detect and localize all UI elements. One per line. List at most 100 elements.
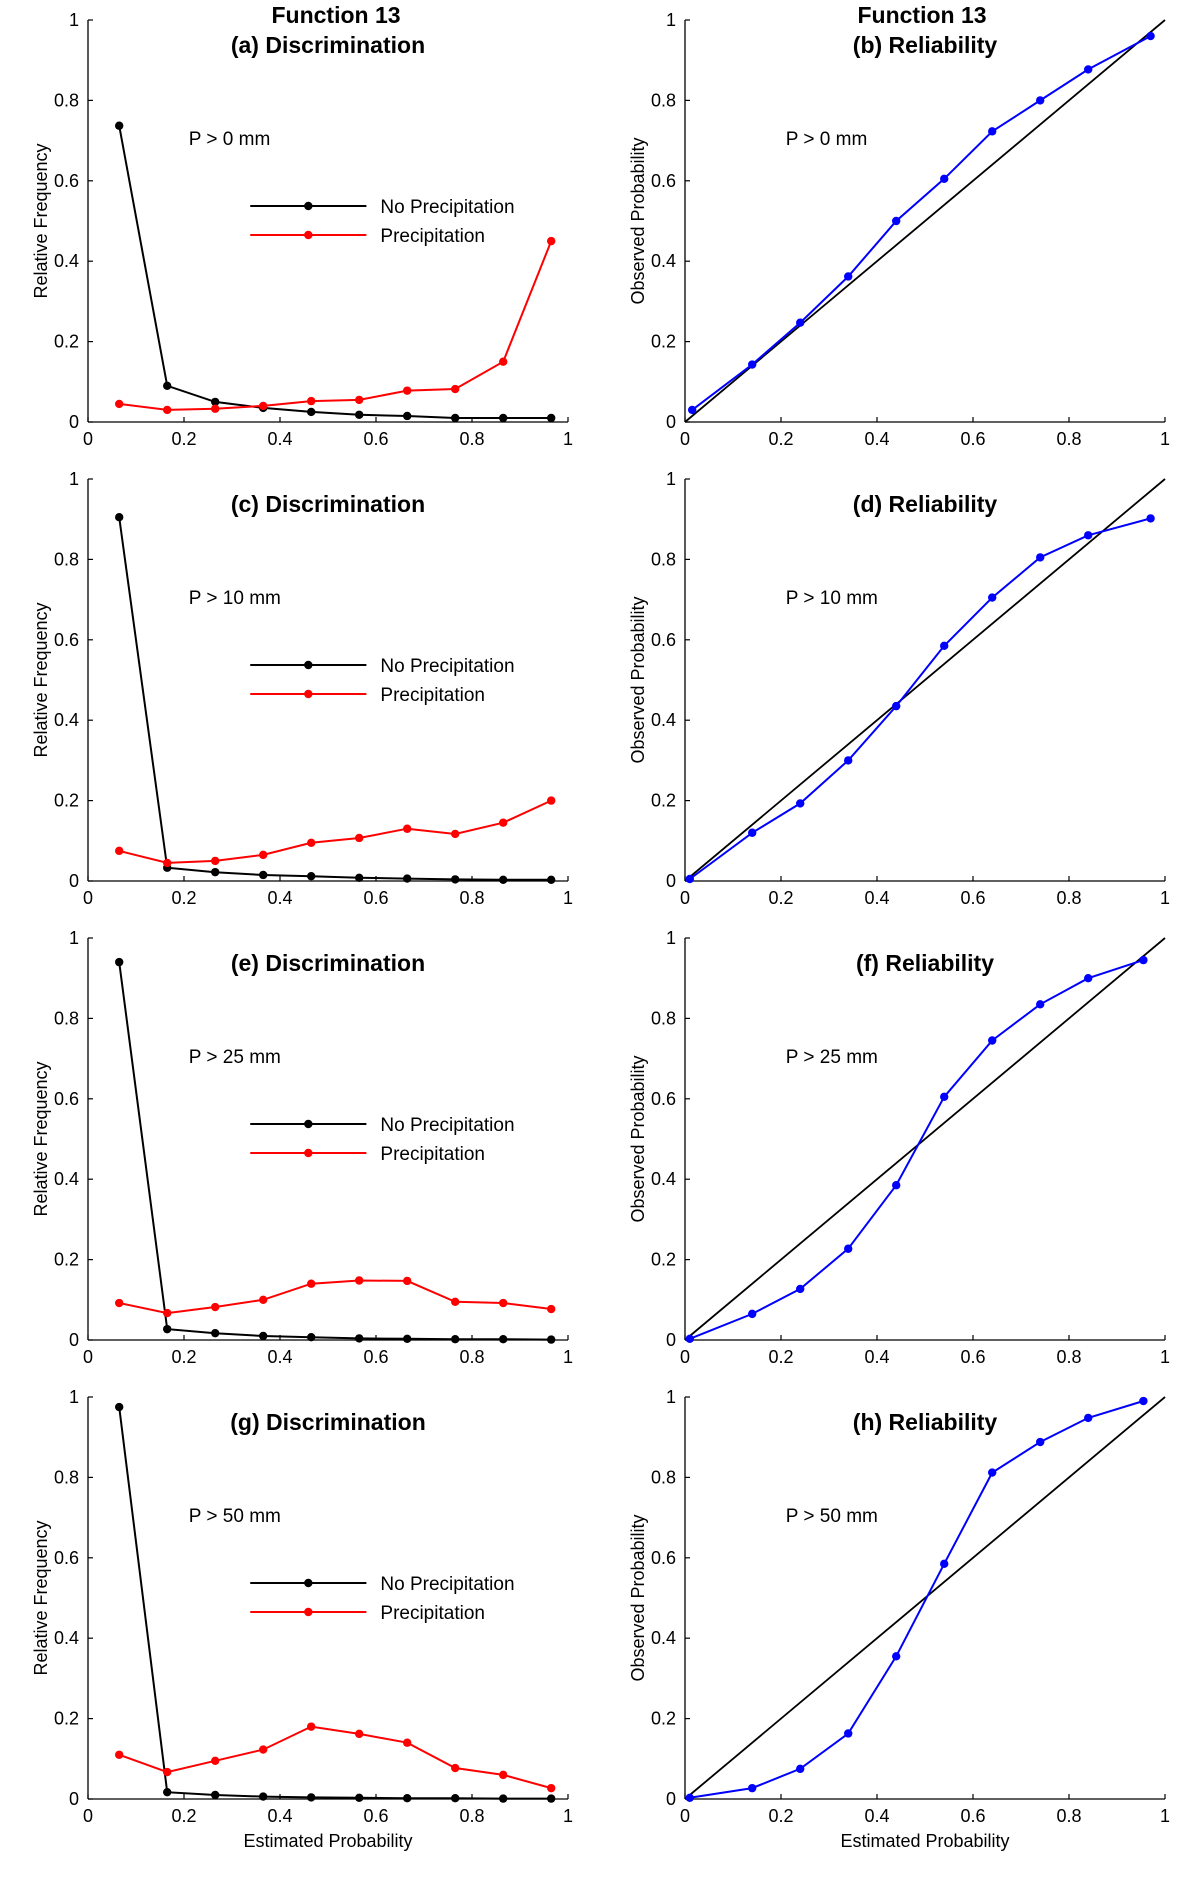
x-tick-label: 0.2	[768, 429, 793, 449]
data-point	[163, 1767, 172, 1777]
data-point	[748, 360, 757, 369]
panel-title: (e) Discrimination	[231, 950, 425, 976]
data-point	[355, 833, 364, 843]
x-tick-label: 0	[83, 888, 93, 908]
threshold-label: P > 0 mm	[189, 129, 270, 150]
data-point	[115, 121, 124, 130]
data-point	[748, 828, 757, 837]
y-tick-label: 0.6	[651, 171, 676, 191]
data-point	[403, 1276, 412, 1286]
perfect-reliability-line	[684, 478, 1166, 882]
data-point	[355, 395, 364, 405]
x-tick-label: 1	[563, 888, 573, 908]
y-axis-label: Observed Probability	[628, 1055, 648, 1222]
data-point	[940, 1559, 949, 1569]
data-point	[547, 413, 556, 423]
data-point	[451, 1763, 460, 1773]
y-tick-label: 0	[666, 1330, 676, 1350]
data-point	[307, 1279, 316, 1288]
data-point	[499, 1298, 508, 1308]
data-point	[115, 1402, 124, 1412]
y-tick-label: 0.6	[54, 630, 79, 650]
x-tick-label: 0.4	[864, 429, 889, 449]
x-tick-label: 0.6	[960, 429, 985, 449]
data-point	[1084, 974, 1093, 983]
data-point	[499, 1770, 508, 1780]
x-tick-label: 0.8	[1056, 888, 1081, 908]
legend-marker	[304, 230, 313, 240]
data-point	[685, 1793, 694, 1802]
x-tick-label: 0.4	[267, 888, 292, 908]
panel-title: (a) Discrimination	[231, 32, 425, 58]
y-tick-label: 0.2	[651, 332, 676, 352]
legend-label: Precipitation	[380, 1144, 485, 1165]
x-tick-label: 0.8	[459, 888, 484, 908]
data-point	[115, 846, 124, 856]
data-point	[403, 824, 412, 833]
x-tick-label: 0.8	[459, 1347, 484, 1367]
y-tick-label: 1	[69, 928, 79, 948]
x-tick-label: 1	[1160, 888, 1170, 908]
data-point	[1084, 1413, 1093, 1423]
x-tick-label: 0.6	[363, 1806, 388, 1826]
data-point	[892, 1181, 901, 1190]
data-point	[988, 127, 997, 136]
x-tick-label: 0.6	[363, 888, 388, 908]
y-tick-label: 0.4	[651, 251, 676, 271]
x-tick-label: 0.4	[267, 1806, 292, 1826]
data-point	[547, 796, 556, 805]
data-point	[403, 411, 412, 421]
data-point	[403, 1738, 412, 1747]
panel-title: (f) Reliability	[856, 950, 994, 976]
x-tick-label: 1	[1160, 1806, 1170, 1826]
y-tick-label: 0.2	[54, 1250, 79, 1270]
legend-label: Precipitation	[380, 685, 485, 706]
data-point	[1036, 1437, 1045, 1447]
data-point	[547, 1304, 556, 1314]
data-point	[892, 1652, 901, 1661]
x-tick-label: 0.8	[1056, 1347, 1081, 1367]
y-tick-label: 0.2	[651, 1250, 676, 1270]
data-point	[211, 397, 220, 407]
data-point	[796, 318, 805, 327]
data-point	[259, 1745, 268, 1754]
y-axis-label: Observed Probability	[628, 137, 648, 304]
data-point	[796, 1764, 805, 1774]
threshold-label: P > 10 mm	[786, 588, 878, 609]
data-point	[451, 1793, 460, 1803]
legend-marker	[304, 1119, 313, 1129]
x-tick-label: 0	[83, 429, 93, 449]
y-tick-label: 1	[666, 469, 676, 489]
y-tick-label: 0	[69, 1789, 79, 1809]
panel-2: 0 0.2 0.4 0.6 0.8 1 0 0.2 0.4 0.6 0.8 1 (b) Reliabil…	[628, 10, 1170, 449]
x-tick-label: 0.8	[459, 1806, 484, 1826]
x-tick-label: 0.6	[960, 1347, 985, 1367]
y-tick-label: 0.4	[54, 251, 79, 271]
data-point	[259, 1792, 268, 1801]
x-tick-label: 0.2	[171, 1806, 196, 1826]
data-point	[211, 856, 220, 866]
y-tick-label: 0.6	[651, 630, 676, 650]
threshold-label: P > 50 mm	[189, 1506, 281, 1527]
series-line	[118, 517, 552, 881]
data-point	[547, 236, 556, 246]
data-point	[115, 512, 124, 522]
x-tick-label: 0.2	[171, 1347, 196, 1367]
data-point	[163, 1308, 172, 1318]
y-tick-label: 0.2	[651, 791, 676, 811]
legend-label: Precipitation	[380, 1603, 485, 1624]
series-line	[689, 959, 1144, 1340]
data-point	[163, 1324, 172, 1334]
data-point	[115, 1750, 124, 1759]
x-tick-label: 0.8	[1056, 429, 1081, 449]
x-tick-label: 1	[563, 1347, 573, 1367]
data-point	[211, 404, 220, 413]
panel-7: 0 0.2 0.4 0.6 0.8 1 0 0.2 0.4 0.6 0.8 1 (g) Discrimi…	[31, 1387, 573, 1851]
legend-label: No Precipitation	[380, 1574, 514, 1595]
data-point	[547, 1794, 556, 1803]
y-tick-label: 0.4	[651, 1169, 676, 1189]
x-tick-label: 0.6	[960, 1806, 985, 1826]
panel-1: 0 0.2 0.4 0.6 0.8 1 0 0.2 0.4 0.6 0.8 1 (a) Discrimi…	[31, 10, 573, 449]
y-tick-label: 0	[69, 871, 79, 891]
data-point	[163, 858, 172, 868]
